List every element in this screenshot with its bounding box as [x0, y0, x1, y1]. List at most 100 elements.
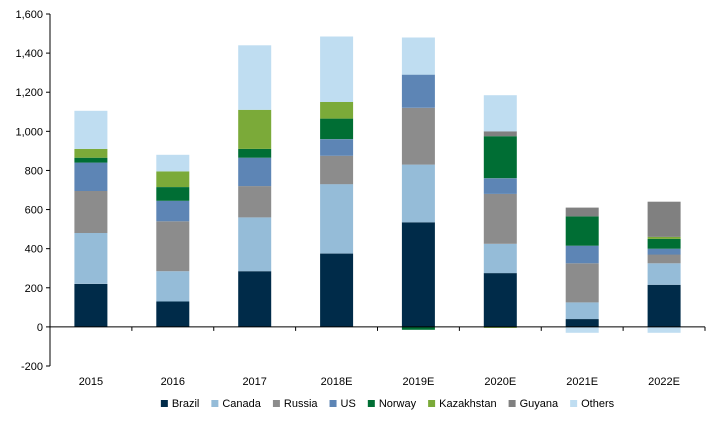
legend-item-brazil: Brazil: [160, 398, 200, 410]
bar-segment-canada-2020e: [483, 243, 517, 274]
bar-segment-brazil-2016: [156, 301, 190, 327]
bar-segment-russia-2020e: [483, 193, 517, 244]
legend-swatch: [272, 400, 280, 407]
bar-segment-us-2016: [156, 200, 190, 222]
bar-segment-russia-2018e: [320, 155, 354, 185]
legend-item-norway: Norway: [367, 398, 417, 410]
legend-item-russia: Russia: [272, 398, 319, 410]
bar-segment-norway-2021e: [565, 216, 599, 246]
bar-segment-us-2021e: [565, 245, 599, 264]
bar-segment-us-2019e: [401, 74, 435, 108]
bar-segment-guyana-2021e: [565, 207, 599, 217]
legend-label: US: [341, 398, 356, 410]
legend-label: Guyana: [520, 398, 559, 410]
y-tick-label: 1,600: [15, 9, 43, 21]
bar-segment-brazil-2020e: [483, 273, 517, 327]
bar-segment-russia-2019e: [401, 107, 435, 165]
bar-segment-canada-2018e: [320, 184, 354, 254]
bar-segment-kazakhstan-2020e: [483, 326, 517, 328]
legend-label: Brazil: [172, 398, 200, 410]
bar-segment-others-2020e: [483, 95, 517, 132]
bar-segment-brazil-2015: [74, 283, 108, 327]
legend-item-us: US: [329, 398, 356, 410]
y-tick-label: 800: [25, 165, 43, 177]
bar-segment-russia-2015: [74, 191, 108, 233]
y-tick-label: 400: [25, 244, 43, 256]
y-tick-label: 600: [25, 205, 43, 217]
bar-segment-others-2016: [156, 154, 190, 172]
legend-label: Kazakhstan: [439, 398, 496, 410]
bar-segment-us-2017: [238, 157, 272, 187]
legend-item-kazakhstan: Kazakhstan: [428, 398, 497, 410]
bar-segment-kazakhstan-2015: [74, 148, 108, 158]
bar-segment-kazakhstan-2016: [156, 171, 190, 187]
bar-segment-norway-2018e: [320, 118, 354, 140]
legend-swatch: [570, 400, 578, 407]
y-tick-label: 1,200: [15, 87, 43, 99]
bar-segment-norway-2019e: [401, 326, 435, 330]
y-tick-label: 1,000: [15, 126, 43, 138]
bar-segment-others-2018e: [320, 36, 354, 102]
bar-segment-russia-2021e: [565, 263, 599, 303]
bar-segment-us-2020e: [483, 178, 517, 194]
legend: Brazil Canada Russia US Norway Kazakhstan Guya…: [160, 398, 615, 410]
bar-segment-others-2015: [74, 110, 108, 149]
x-tick-label: 2015: [79, 376, 103, 388]
legend-item-others: Others: [570, 398, 615, 410]
y-tick-label: 0: [37, 322, 43, 334]
bar-segment-kazakhstan-2022e: [647, 236, 681, 239]
bar-segment-russia-2016: [156, 221, 190, 272]
bar-segment-brazil-2019e: [401, 222, 435, 327]
bar-segment-others-2022e: [647, 326, 681, 333]
x-tick-label: 2020E: [484, 376, 516, 388]
x-tick-label: 2019E: [403, 376, 435, 388]
legend-swatch: [329, 400, 337, 407]
legend-swatch: [211, 400, 219, 407]
bar-segment-canada-2021e: [565, 302, 599, 319]
bar-segment-russia-2017: [238, 186, 272, 218]
legend-label: Norway: [379, 398, 417, 410]
bar-segment-others-2019e: [401, 37, 435, 75]
bar-segment-kazakhstan-2018e: [320, 102, 354, 119]
bar-segment-others-2021e: [565, 326, 599, 333]
bars-layer: [74, 36, 681, 333]
bar-segment-canada-2019e: [401, 164, 435, 223]
bar-segment-norway-2020e: [483, 136, 517, 179]
bar-segment-brazil-2022e: [647, 284, 681, 327]
x-tick-label: 2016: [161, 376, 185, 388]
legend-swatch: [428, 400, 436, 407]
legend-label: Russia: [284, 398, 319, 410]
axes-layer: -200 0 200 400 600 800 1,000 1,200 1,400 1,600 201…: [15, 9, 706, 388]
bar-segment-us-2018e: [320, 139, 354, 156]
y-tick-label: -200: [21, 361, 43, 373]
legend-swatch: [508, 400, 516, 407]
legend-label: Others: [581, 398, 615, 410]
x-tick-label: 2022E: [648, 376, 680, 388]
bar-segment-brazil-2017: [238, 271, 272, 327]
bar-segment-guyana-2020e: [483, 131, 517, 137]
legend-item-canada: Canada: [211, 398, 262, 410]
y-tick-label: 200: [25, 283, 43, 295]
bar-segment-norway-2017: [238, 148, 272, 158]
bar-segment-canada-2022e: [647, 263, 681, 285]
x-tick-label: 2017: [242, 376, 266, 388]
bar-segment-brazil-2021e: [565, 319, 599, 327]
bar-segment-canada-2017: [238, 217, 272, 272]
legend-label: Canada: [222, 398, 261, 410]
bar-segment-canada-2015: [74, 233, 108, 284]
x-tick-label: 2018E: [321, 376, 353, 388]
legend-swatch: [160, 400, 168, 407]
bar-segment-norway-2016: [156, 187, 190, 201]
bar-segment-canada-2016: [156, 271, 190, 302]
legend-swatch: [367, 400, 375, 407]
bar-segment-brazil-2018e: [320, 253, 354, 327]
bar-segment-us-2022e: [647, 248, 681, 255]
bar-segment-norway-2022e: [647, 238, 681, 249]
bar-segment-guyana-2022e: [647, 201, 681, 237]
legend-item-guyana: Guyana: [508, 398, 559, 410]
bar-segment-russia-2022e: [647, 254, 681, 264]
y-tick-label: 1,400: [15, 48, 43, 60]
bar-segment-kazakhstan-2017: [238, 109, 272, 149]
